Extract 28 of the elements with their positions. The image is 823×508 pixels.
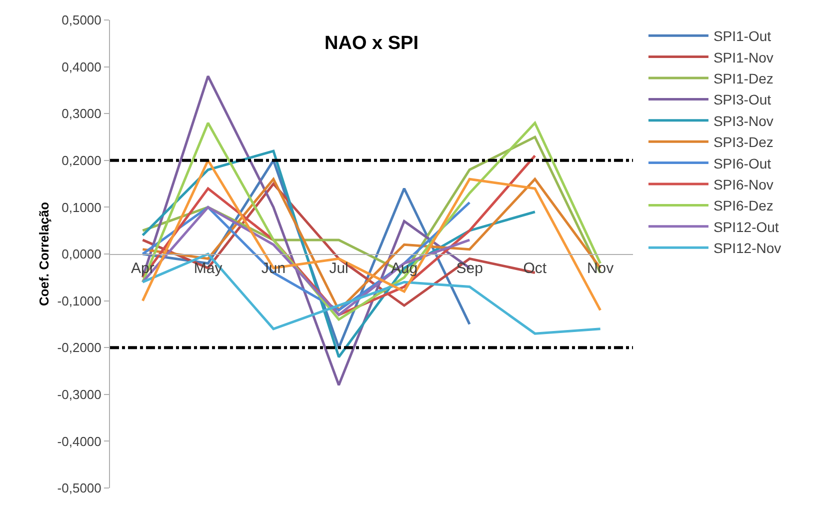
y-tick-label: 0,0000 — [62, 246, 102, 262]
text: NAO x SPI — [324, 32, 418, 54]
legend-label: SPI12-Out — [713, 218, 779, 235]
x-tick-label: Oct — [523, 260, 548, 277]
y-tick-label: -0,5000 — [57, 480, 102, 496]
y-tick-label: -0,3000 — [57, 386, 102, 402]
legend-label: SPI12-Nov — [713, 240, 782, 256]
y-tick-label: -0,4000 — [57, 434, 102, 449]
y-tick-label: 0,4000 — [62, 59, 102, 74]
y-tick-label: -0,1000 — [57, 293, 102, 308]
y-tick-label: -0,2000 — [57, 340, 102, 356]
x-tick-label: Jul — [329, 260, 348, 277]
legend-label: SPI6-Dez — [713, 198, 774, 214]
legend-label: SPI3-Dez — [713, 134, 774, 150]
legend-label: SPI3-Nov — [713, 112, 774, 129]
legend-label: SPI6-Out — [713, 155, 772, 172]
x-tick-label: Aug — [390, 260, 418, 277]
legend-label: SPI1-Dez — [713, 70, 774, 86]
y-tick-label: 0,5000 — [62, 12, 102, 28]
y-axis-title: Coef. Correlação — [36, 202, 52, 306]
y-tick-label: 0,3000 — [62, 106, 102, 122]
y-tick-label: 0,1000 — [62, 200, 102, 215]
legend-label: SPI1-Nov — [713, 49, 774, 66]
y-tick-label: 0,2000 — [62, 152, 102, 168]
legend-label: SPI1-Out — [713, 28, 772, 44]
x-tick-label: Sep — [456, 260, 483, 277]
legend-label: SPI3-Out — [713, 92, 772, 108]
legend-label: SPI6-Nov — [713, 176, 774, 192]
